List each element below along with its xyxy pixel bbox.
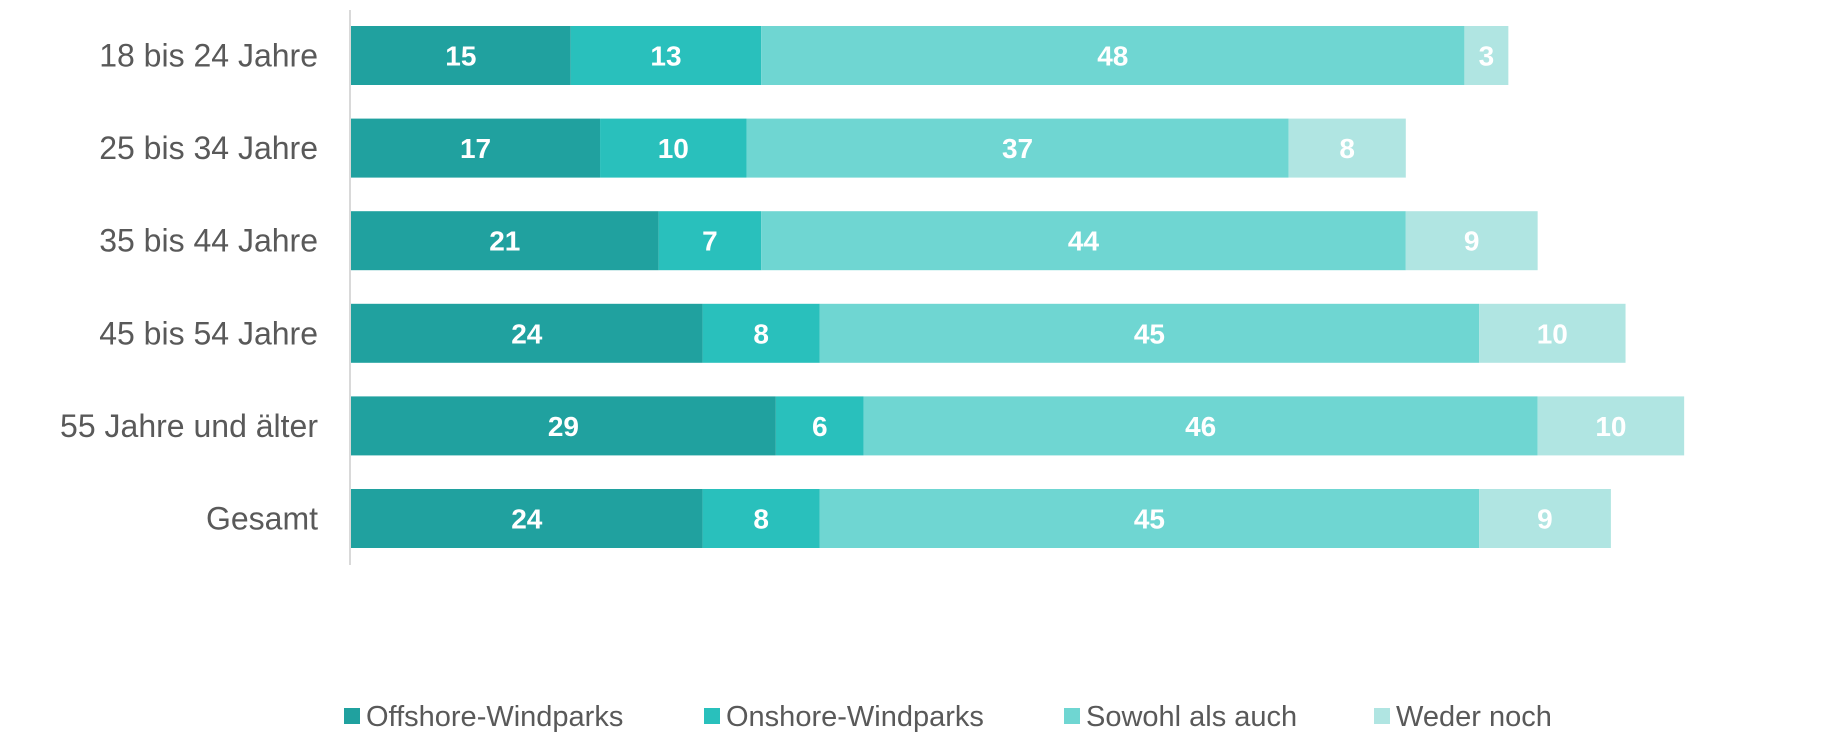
bar-weder-noch-45-bis-54-jahre (1479, 303, 1626, 363)
legend-label-sowohl-als-auch: Sowohl als auch (1086, 701, 1297, 733)
bar-weder-noch-18-bis-24-jahre (1464, 26, 1509, 85)
category-label-35-bis-44-jahre: 35 bis 44 Jahre (99, 223, 318, 259)
bar-weder-noch-55-jahre-und-aelter (1537, 396, 1685, 456)
legend-swatch-weder-noch (1374, 708, 1390, 724)
value-labels: 15 13 48 3 17 10 37 8 21 7 44 9 24 8 45 10 29 6 46 10 24 8 45 9 (445, 41, 1626, 535)
bar-offshore-windparks-25-bis-34-jahre (351, 118, 601, 178)
value-label-weder-noch-18-bis-24-jahre: 3 (1479, 41, 1495, 72)
category-label-55-jahre-und-aelter: 55 Jahre und älter (60, 408, 318, 444)
bar-weder-noch-25-bis-34-jahre (1288, 118, 1406, 178)
bar-offshore-windparks-55-jahre-und-aelter (351, 396, 776, 456)
bar-onshore-windparks-18-bis-24-jahre (570, 26, 762, 85)
bar-onshore-windparks-gesamt (702, 489, 820, 548)
bar-sowohl-als-auch-18-bis-24-jahre (761, 26, 1465, 85)
legend: Offshore-Windparks Onshore-Windparks Sowoh… (344, 701, 1552, 733)
value-label-weder-noch-35-bis-44-jahre: 9 (1464, 226, 1480, 257)
legend-label-weder-noch: Weder noch (1396, 701, 1552, 733)
bar-offshore-windparks-35-bis-44-jahre (351, 211, 659, 271)
bar-onshore-windparks-25-bis-34-jahre (600, 118, 747, 178)
value-label-onshore-windparks-55-jahre-und-aelter: 6 (812, 411, 828, 442)
value-label-offshore-windparks-55-jahre-und-aelter: 29 (548, 411, 579, 442)
value-label-weder-noch-25-bis-34-jahre: 8 (1339, 133, 1355, 164)
value-label-sowohl-als-auch-18-bis-24-jahre: 48 (1097, 41, 1128, 72)
bar-offshore-windparks-gesamt (351, 489, 703, 548)
bar-offshore-windparks-45-bis-54-jahre (351, 303, 703, 363)
category-label-18-bis-24-jahre: 18 bis 24 Jahre (99, 38, 318, 74)
legend-swatch-onshore-windparks (704, 708, 720, 724)
bar-sowohl-als-auch-25-bis-34-jahre (746, 118, 1289, 178)
legend-swatch-offshore-windparks (344, 708, 360, 724)
bar-weder-noch-gesamt (1479, 489, 1611, 548)
value-label-weder-noch-55-jahre-und-aelter: 10 (1595, 411, 1626, 442)
value-label-onshore-windparks-35-bis-44-jahre: 7 (702, 226, 718, 257)
legend-swatch-sowohl-als-auch (1064, 708, 1080, 724)
value-label-weder-noch-gesamt: 9 (1537, 504, 1553, 535)
bar-sowohl-als-auch-45-bis-54-jahre (819, 303, 1480, 363)
bar-onshore-windparks-35-bis-44-jahre (658, 211, 762, 271)
value-label-sowohl-als-auch-gesamt: 45 (1134, 504, 1165, 535)
bar-onshore-windparks-55-jahre-und-aelter (775, 396, 864, 456)
value-label-offshore-windparks-25-bis-34-jahre: 17 (460, 133, 491, 164)
category-labels: 18 bis 24 Jahre 25 bis 34 Jahre 35 bis 44 … (60, 38, 318, 537)
value-label-onshore-windparks-18-bis-24-jahre: 13 (650, 41, 681, 72)
value-label-weder-noch-45-bis-54-jahre: 10 (1537, 318, 1568, 349)
value-label-offshore-windparks-45-bis-54-jahre: 24 (511, 318, 543, 349)
value-label-sowohl-als-auch-25-bis-34-jahre: 37 (1002, 133, 1033, 164)
bar-weder-noch-35-bis-44-jahre (1405, 211, 1538, 271)
value-label-offshore-windparks-35-bis-44-jahre: 21 (489, 226, 520, 257)
legend-label-offshore-windparks: Offshore-Windparks (366, 701, 623, 733)
value-label-offshore-windparks-18-bis-24-jahre: 15 (445, 41, 476, 72)
category-label-gesamt: Gesamt (206, 501, 318, 537)
legend-label-onshore-windparks: Onshore-Windparks (726, 701, 984, 733)
value-label-sowohl-als-auch-45-bis-54-jahre: 45 (1134, 318, 1165, 349)
value-label-sowohl-als-auch-55-jahre-und-aelter: 46 (1185, 411, 1216, 442)
bar-offshore-windparks-18-bis-24-jahre (351, 26, 571, 85)
bar-sowohl-als-auch-35-bis-44-jahre (761, 211, 1406, 271)
category-label-25-bis-34-jahre: 25 bis 34 Jahre (99, 130, 318, 166)
category-label-45-bis-54-jahre: 45 bis 54 Jahre (99, 315, 318, 351)
bar-sowohl-als-auch-55-jahre-und-aelter (863, 396, 1538, 456)
value-label-onshore-windparks-45-bis-54-jahre: 8 (753, 318, 769, 349)
value-label-sowohl-als-auch-35-bis-44-jahre: 44 (1068, 226, 1100, 257)
value-label-offshore-windparks-gesamt: 24 (511, 504, 543, 535)
bar-onshore-windparks-45-bis-54-jahre (702, 303, 820, 363)
value-label-onshore-windparks-gesamt: 8 (753, 504, 769, 535)
bars (351, 26, 1685, 548)
value-label-onshore-windparks-25-bis-34-jahre: 10 (658, 133, 689, 164)
bar-sowohl-als-auch-gesamt (819, 489, 1480, 548)
